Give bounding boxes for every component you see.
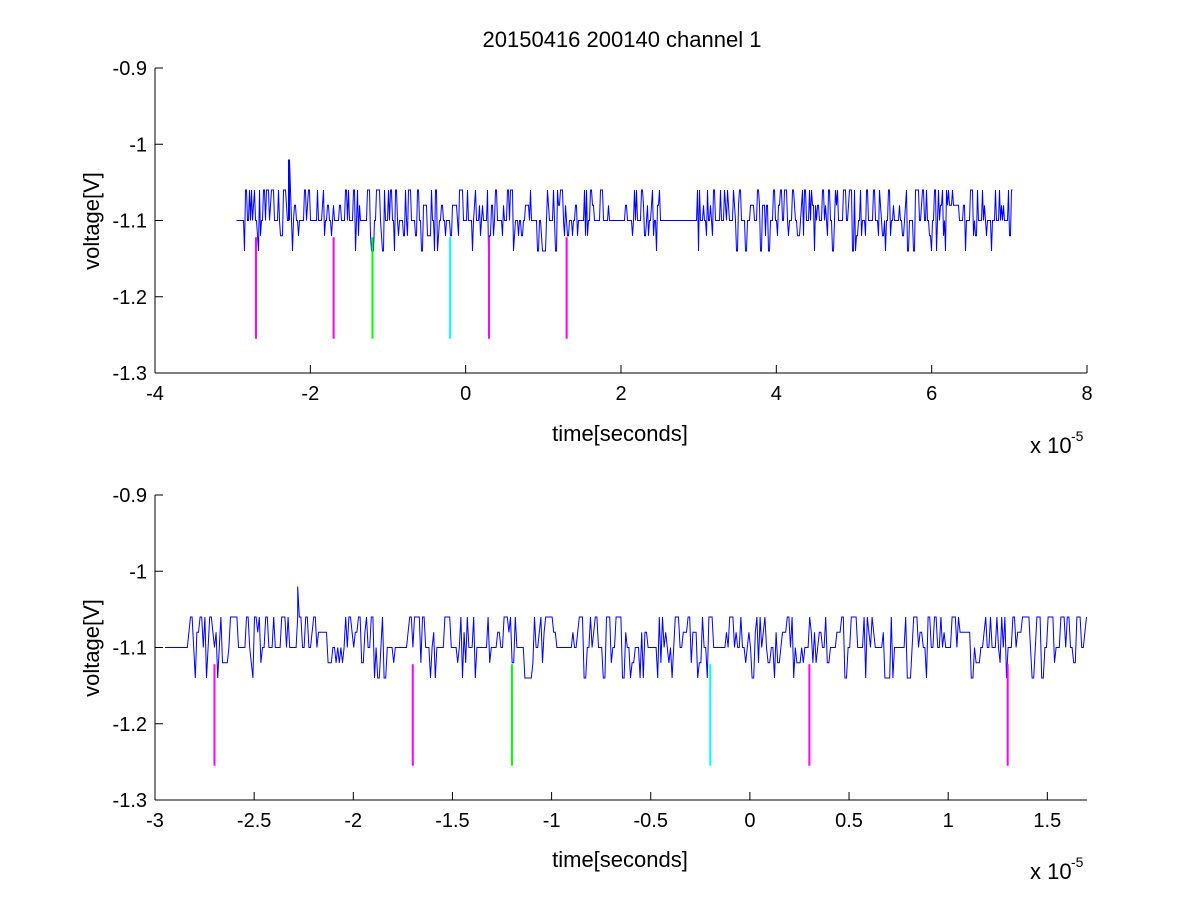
top-y-axis-label: voltage[V] (79, 172, 104, 270)
y-tick-label: -1 (129, 561, 147, 583)
y-tick-label: -1.1 (113, 211, 147, 233)
x-tick-label: 4 (771, 383, 782, 405)
bottom-y-axis-label: voltage[V] (79, 599, 104, 697)
x-tick-label: 8 (1081, 383, 1092, 405)
y-tick-label: -1.1 (113, 638, 147, 660)
x-tick-label: 0.5 (835, 810, 863, 832)
voltage-trace (236, 159, 1013, 252)
x-tick-label: -1 (543, 810, 561, 832)
bottom-x-exponent: -5 (1071, 854, 1084, 870)
bottom-x-multiplier: x 10 (1030, 859, 1072, 884)
y-tick-label: -1 (129, 134, 147, 156)
x-tick-label: -3 (146, 810, 164, 832)
x-tick-label: 0 (460, 383, 471, 405)
x-tick-label: 1 (943, 810, 954, 832)
y-tick-label: -1.3 (113, 363, 147, 385)
x-tick-label: -2 (344, 810, 362, 832)
x-tick-label: 1.5 (1033, 810, 1061, 832)
top-x-axis-label: time[seconds] (552, 421, 688, 446)
x-tick-label: -0.5 (634, 810, 668, 832)
y-tick-label: -1.2 (113, 287, 147, 309)
top-subplot: -4 -2 0 2 4 6 8 -0.9 -1 -1.1 -1.2 -1.3 time[seconds… (79, 58, 1093, 458)
top-x-multiplier: x 10 (1030, 433, 1072, 458)
y-tick-label: -1.3 (113, 790, 147, 812)
x-tick-label: -4 (146, 383, 164, 405)
voltage-trace (164, 586, 1087, 679)
top-x-exponent: -5 (1071, 428, 1084, 444)
bottom-subplot: -3 -2.5 -2 -1.5 -1 -0.5 0 0.5 1 1.5 -0.9 -1 -1.1 -1.2… (79, 485, 1087, 884)
x-tick-label: 2 (615, 383, 626, 405)
y-tick-label: -0.9 (113, 485, 147, 507)
x-tick-label: 6 (926, 383, 937, 405)
x-tick-label: 0 (744, 810, 755, 832)
figure-title: 20150416 200140 channel 1 (483, 27, 762, 52)
x-tick-label: -2.5 (237, 810, 271, 832)
y-tick-label: -1.2 (113, 714, 147, 736)
x-tick-label: -1.5 (435, 810, 469, 832)
bottom-x-axis-label: time[seconds] (552, 847, 688, 872)
x-tick-label: -2 (301, 383, 319, 405)
y-tick-label: -0.9 (113, 58, 147, 80)
